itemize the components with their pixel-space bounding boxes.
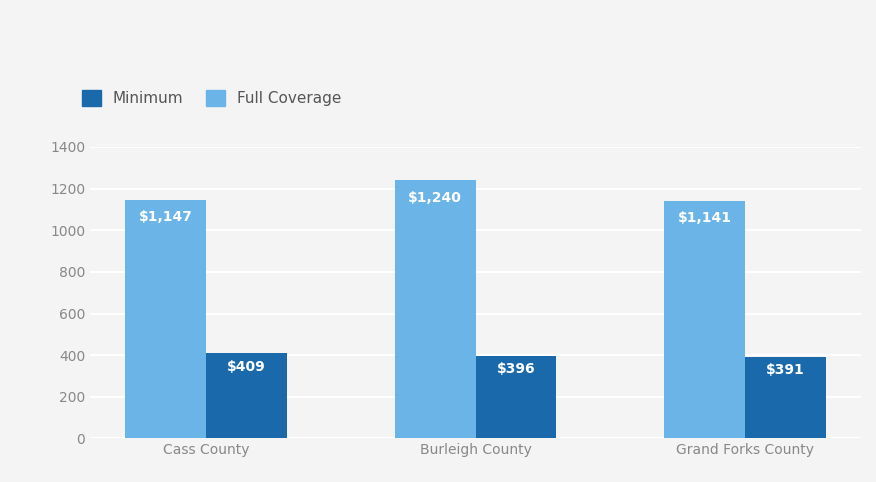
Text: $396: $396	[497, 362, 535, 376]
Text: $1,147: $1,147	[138, 210, 193, 224]
Text: $391: $391	[766, 363, 805, 377]
Legend: Minimum, Full Coverage: Minimum, Full Coverage	[82, 90, 342, 107]
Bar	[395, 180, 476, 439]
Bar	[745, 357, 826, 439]
Bar	[476, 356, 556, 439]
Text: $1,141: $1,141	[678, 211, 731, 225]
Text: $1,240: $1,240	[408, 190, 462, 204]
Bar	[125, 200, 206, 439]
Bar	[664, 201, 745, 439]
Text: $409: $409	[227, 360, 265, 374]
Bar	[206, 353, 286, 439]
